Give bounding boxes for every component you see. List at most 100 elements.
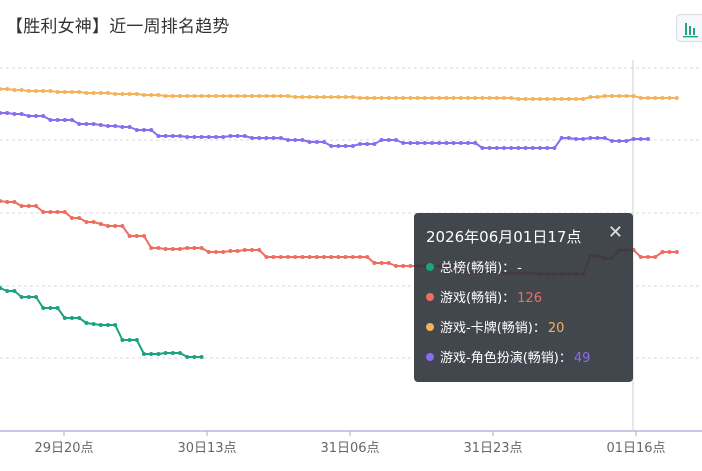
data-point (286, 255, 290, 259)
data-point (674, 250, 679, 254)
data-point (214, 135, 218, 139)
data-point (466, 141, 470, 145)
data-point (394, 264, 398, 268)
close-icon[interactable]: ✕ (607, 222, 623, 243)
data-point (26, 295, 31, 299)
data-point (358, 142, 362, 146)
data-point (509, 96, 514, 100)
data-point (322, 255, 326, 259)
x-tick-label: 29日20点 (34, 441, 93, 456)
data-point (185, 135, 190, 139)
data-point (163, 94, 168, 98)
data-point (646, 137, 650, 141)
data-point (322, 140, 326, 144)
data-point (12, 200, 17, 204)
data-point (250, 248, 254, 252)
tooltip-value: 20 (547, 321, 565, 336)
data-point (0, 286, 2, 290)
data-point (286, 138, 290, 142)
data-point (221, 250, 226, 254)
data-point (350, 144, 355, 148)
data-point (437, 141, 442, 145)
data-point (185, 246, 190, 250)
data-point (638, 255, 643, 259)
data-point (206, 135, 211, 139)
data-point (26, 114, 31, 118)
data-point (401, 264, 406, 268)
legend-dot-card (426, 323, 434, 331)
data-point (408, 264, 413, 268)
data-point (5, 111, 10, 115)
data-point (26, 89, 31, 93)
data-point (574, 137, 578, 141)
x-tick-label: 31日23点 (463, 441, 522, 456)
data-point (235, 134, 240, 138)
data-point (552, 97, 557, 101)
data-point (646, 255, 650, 259)
data-point (142, 234, 146, 238)
data-point (242, 94, 247, 98)
data-point (602, 136, 607, 140)
data-point (566, 97, 571, 101)
data-point (451, 96, 456, 100)
data-point (523, 97, 528, 101)
data-point (660, 250, 665, 254)
data-point (48, 306, 53, 310)
data-point (314, 255, 319, 259)
data-point (106, 224, 110, 228)
data-point (300, 255, 305, 259)
data-point (271, 136, 276, 140)
data-point (235, 94, 240, 98)
data-point (343, 255, 348, 259)
data-point (653, 96, 658, 100)
data-point (264, 255, 269, 259)
data-point (631, 137, 636, 141)
data-point (192, 94, 197, 98)
data-point (77, 216, 82, 220)
chart-type-button[interactable] (676, 14, 702, 42)
data-point (322, 95, 326, 99)
data-point (415, 141, 420, 145)
data-point (149, 93, 154, 97)
legend-dot-overall (426, 263, 434, 271)
data-point (62, 90, 67, 94)
tooltip-value: 126 (517, 291, 542, 306)
data-point (163, 134, 168, 138)
data-point (12, 289, 17, 293)
data-point (185, 355, 190, 359)
data-point (113, 323, 118, 327)
data-point (206, 250, 211, 254)
data-point (667, 250, 672, 254)
data-point (91, 322, 96, 326)
data-point (192, 246, 197, 250)
data-point (451, 141, 456, 145)
data-point (559, 97, 564, 101)
data-point (394, 138, 398, 142)
data-point (192, 355, 197, 359)
data-point (156, 352, 161, 356)
data-point (84, 122, 89, 126)
data-point (199, 135, 204, 139)
data-point (106, 91, 110, 95)
data-point (113, 92, 118, 96)
data-point (574, 97, 578, 101)
data-point (638, 96, 643, 100)
data-point (142, 93, 146, 97)
data-point (106, 323, 110, 327)
data-point (336, 144, 341, 148)
data-point (70, 316, 74, 320)
data-point (523, 146, 528, 150)
data-point (365, 96, 370, 100)
data-point (70, 118, 74, 122)
data-point (494, 146, 499, 150)
data-point (379, 138, 384, 142)
data-point (278, 94, 283, 98)
data-point (566, 136, 571, 140)
data-point (170, 134, 175, 138)
data-point (185, 94, 190, 98)
data-point (595, 95, 600, 99)
data-point (257, 94, 262, 98)
data-point (170, 247, 175, 251)
data-point (98, 323, 103, 327)
tooltip-time: 2026年06月01日17点 (426, 228, 582, 246)
